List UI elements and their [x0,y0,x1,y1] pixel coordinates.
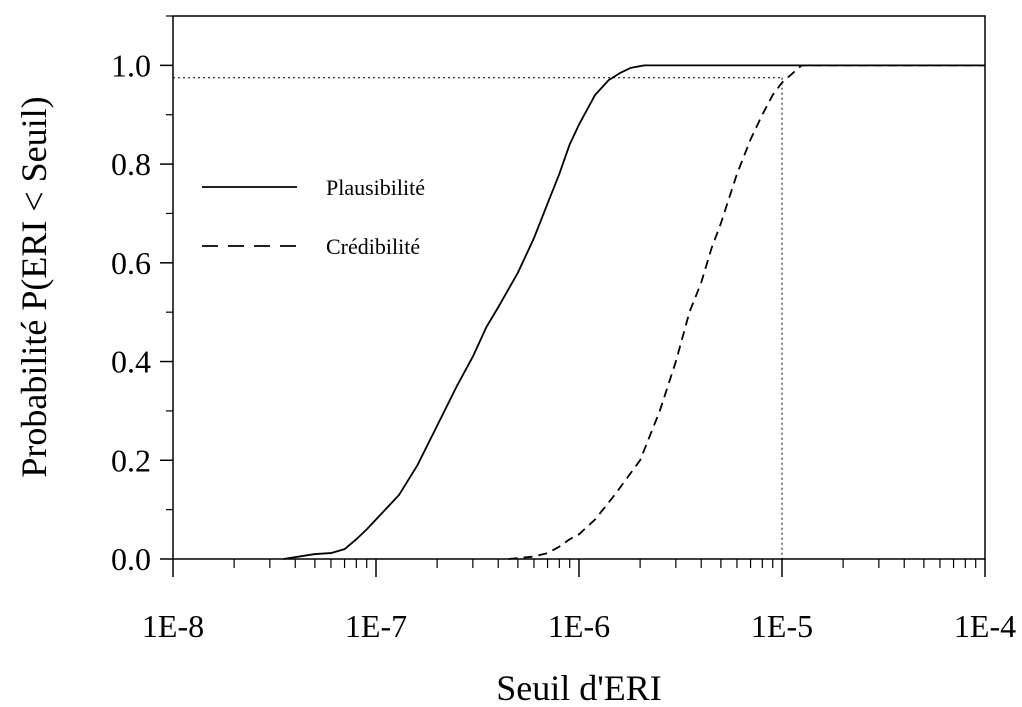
plot-frame [172,15,986,560]
x-tick-label: 1E-4 [954,608,1016,644]
x-tick-label: 1E-8 [142,608,204,644]
y-tick-label: 0.4 [111,344,151,380]
x-axis-ticks [172,559,986,577]
y-tick-label: 0.2 [111,442,151,478]
reference-lines [173,77,783,559]
y-tick-label: 0.6 [111,245,151,281]
x-tick-label: 1E-7 [345,608,407,644]
x-tick-label: 1E-5 [751,608,813,644]
series-layer [283,64,985,560]
series-line-1 [508,64,985,560]
y-axis-title: Probabilité P(ERI < Seuil) [14,96,54,477]
y-tick-label: 1.0 [111,47,151,83]
y-axis-ticks [160,15,173,560]
legend-label-credibilite: Crédibilité [326,234,420,259]
y-axis-tick-labels: 0.0 0.2 0.4 0.6 0.8 1.0 [111,47,151,577]
y-tick-label: 0.0 [111,541,151,577]
x-axis-title: Seuil d'ERI [496,668,661,707]
x-axis-tick-labels: 1E-8 1E-7 1E-6 1E-5 1E-4 [142,608,1016,644]
x-tick-label: 1E-6 [548,608,610,644]
y-tick-label: 0.8 [111,146,151,182]
legend-label-plausibilite: Plausibilité [326,175,425,200]
legend: Plausibilité Crédibilité [202,175,425,259]
series-line-0 [283,64,985,560]
